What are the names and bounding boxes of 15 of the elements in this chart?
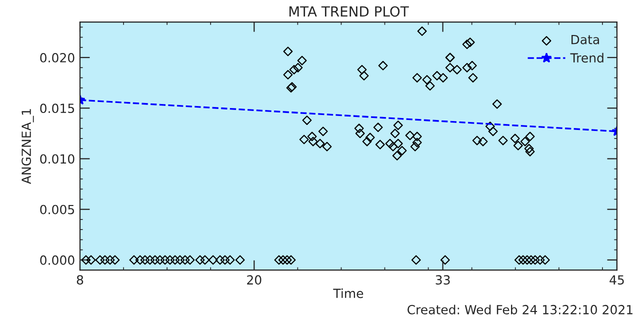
y-tick-label: 0.010: [40, 154, 74, 164]
x-tick-label: 45: [610, 275, 624, 285]
chart-title: MTA TREND PLOT: [289, 6, 409, 17]
y-tick-label: 0.020: [40, 52, 74, 62]
y-tick-label: 0.005: [40, 204, 74, 214]
y-axis-title: ANGZNEA_1: [22, 109, 34, 184]
x-tick-label: 8: [76, 275, 84, 285]
y-tick-label: 0.015: [40, 104, 74, 114]
legend-label: Data: [571, 34, 599, 44]
y-tick-label: 0.000: [40, 255, 74, 265]
x-tick-label: 33: [436, 275, 450, 285]
legend-label: Trend: [570, 52, 604, 63]
x-tick-label: 20: [247, 275, 262, 285]
text: Created: Wed Feb 24 13:22:10 2021: [408, 304, 632, 314]
x-axis-title: Time: [333, 288, 364, 298]
